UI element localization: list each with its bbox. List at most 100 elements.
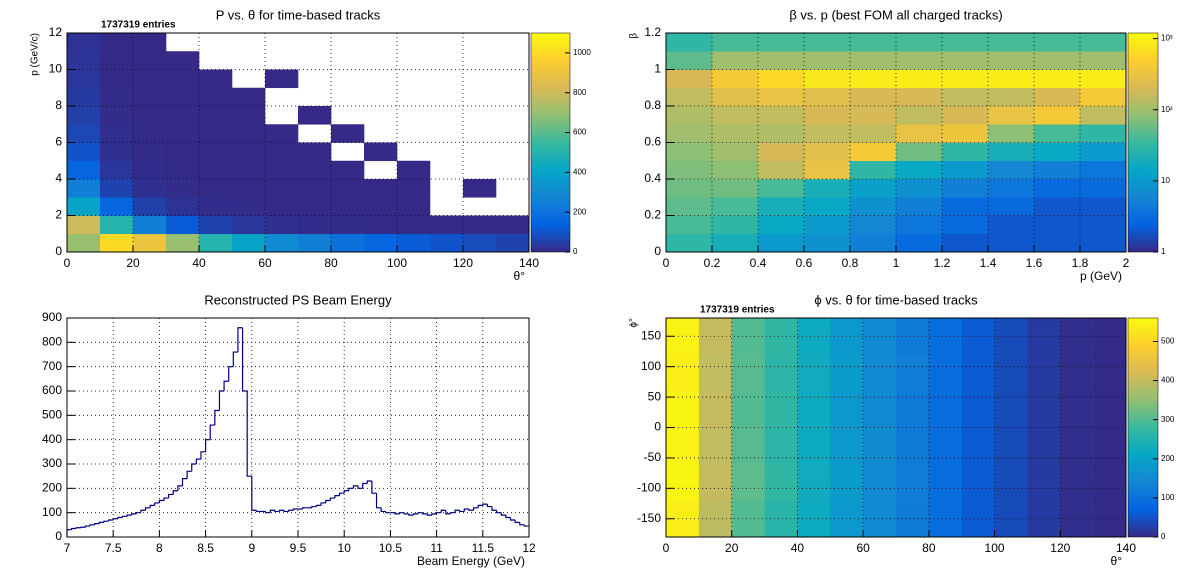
heatmap-cell <box>463 233 497 253</box>
histogram-bin <box>329 497 335 501</box>
histogram-bin <box>98 521 104 524</box>
heatmap-cell <box>67 215 101 235</box>
histogram-bin <box>431 513 437 516</box>
heatmap-cell <box>199 160 233 180</box>
x-tick-label: 10.5 <box>379 541 403 555</box>
histogram-bin <box>468 509 474 511</box>
heatmap-cell <box>758 69 805 89</box>
heatmap-cell <box>133 142 167 162</box>
heatmap-cell <box>988 197 1035 216</box>
heatmap-cell <box>1080 233 1127 253</box>
color-bar-label: 200 <box>573 207 587 216</box>
heatmap-cell <box>265 142 299 162</box>
heatmap-cell <box>758 197 805 216</box>
heatmap-cell <box>830 354 864 392</box>
y-tick-label: 4 <box>55 171 62 185</box>
heatmap-cell <box>100 179 134 198</box>
heatmap-cell <box>1093 354 1127 392</box>
heatmap-cell <box>364 215 398 235</box>
histogram-bin <box>265 511 271 514</box>
heatmap-cell <box>298 197 332 216</box>
x-axis-label: p (GeV) <box>1080 269 1122 283</box>
heatmap-cell <box>666 179 713 198</box>
histogram-bin <box>505 515 511 519</box>
heatmap-cell <box>1080 179 1127 198</box>
histogram-bin <box>445 510 451 515</box>
heatmap-cell <box>830 464 864 501</box>
heatmap-cell <box>133 69 167 89</box>
y-tick-label: 0.6 <box>644 135 661 149</box>
heatmap-cell <box>1093 427 1127 465</box>
heatmap-cell <box>850 69 897 89</box>
heatmap-cell <box>731 391 765 428</box>
heatmap-cell <box>1080 197 1127 216</box>
heatmap-cell <box>166 69 200 89</box>
x-tick-label: 0.4 <box>750 256 767 270</box>
histogram-bin <box>75 527 81 529</box>
heatmap-cell <box>896 124 943 143</box>
chart-title: ϕ vs. θ for time-based tracks <box>814 292 978 307</box>
x-tick-label: 100 <box>985 541 1005 555</box>
plot-frame <box>665 32 1127 253</box>
x-axis-label: θ° <box>1111 554 1123 568</box>
heatmap-cell <box>298 179 332 198</box>
histogram-bin <box>94 523 100 525</box>
heatmap-cell <box>804 51 851 70</box>
heatmap-cell <box>712 142 759 162</box>
histogram-bin <box>422 512 428 515</box>
heatmap-cell <box>331 160 365 180</box>
heatmap-cell <box>764 464 798 501</box>
histogram-bin <box>186 470 192 479</box>
histogram-bin <box>440 509 446 513</box>
heatmap-cell <box>331 215 365 235</box>
heatmap-cell <box>863 354 897 392</box>
heatmap-cell <box>797 427 831 465</box>
heatmap-cell <box>1080 160 1127 180</box>
heatmap-cell <box>804 124 851 143</box>
heatmap-cell <box>166 197 200 216</box>
x-tick-label: 1.2 <box>934 256 951 270</box>
histogram-bin <box>121 515 128 518</box>
x-tick-label: 1 <box>893 256 900 270</box>
heatmap-cell <box>896 33 943 52</box>
x-tick-label: 2 <box>1123 256 1130 270</box>
chart-title: Reconstructed PS Beam Energy <box>204 292 392 307</box>
heatmap-cell <box>298 233 332 253</box>
heatmap-cell <box>1034 69 1081 89</box>
x-tick-label: 80 <box>324 256 338 270</box>
histogram-bin <box>103 520 109 523</box>
histogram-bin <box>232 351 238 367</box>
histogram-bin <box>144 507 151 511</box>
x-tick-label: 140 <box>1116 541 1136 555</box>
heatmap-cell <box>67 124 101 143</box>
heatmap-cell <box>1080 142 1127 162</box>
histogram-bin <box>140 509 146 513</box>
x-tick-label: 0 <box>663 256 670 270</box>
entries-label: 1737319 entries <box>700 305 775 316</box>
y-tick-label: 150 <box>641 328 661 342</box>
heatmap-cell <box>928 354 963 392</box>
heatmap-cell <box>1093 391 1127 428</box>
color-bar-label: 10 <box>1161 176 1170 185</box>
heatmap-cell <box>804 233 851 253</box>
y-tick-label: -50 <box>644 450 662 464</box>
heatmap-cell <box>764 500 798 538</box>
heatmap-cell <box>942 69 989 89</box>
heatmap-cell <box>896 179 943 198</box>
heatmap-cell <box>850 106 897 125</box>
heatmap-cell <box>896 500 930 538</box>
histogram-bin <box>131 513 137 516</box>
heatmap-cell <box>100 51 134 70</box>
heatmap-cell <box>265 124 299 143</box>
histogram-bin <box>255 510 262 513</box>
heatmap-cell <box>1080 106 1127 125</box>
y-axis-label: p (GeV/c) <box>30 33 41 76</box>
heatmap-cell <box>133 233 167 253</box>
heatmap-cell <box>896 160 943 180</box>
histogram-bin <box>172 490 178 495</box>
heatmap-cell <box>232 142 266 162</box>
heatmap-cell <box>232 233 266 253</box>
heatmap-cell <box>698 354 733 392</box>
histogram-bin <box>385 511 391 514</box>
heatmap-cell <box>988 233 1035 253</box>
